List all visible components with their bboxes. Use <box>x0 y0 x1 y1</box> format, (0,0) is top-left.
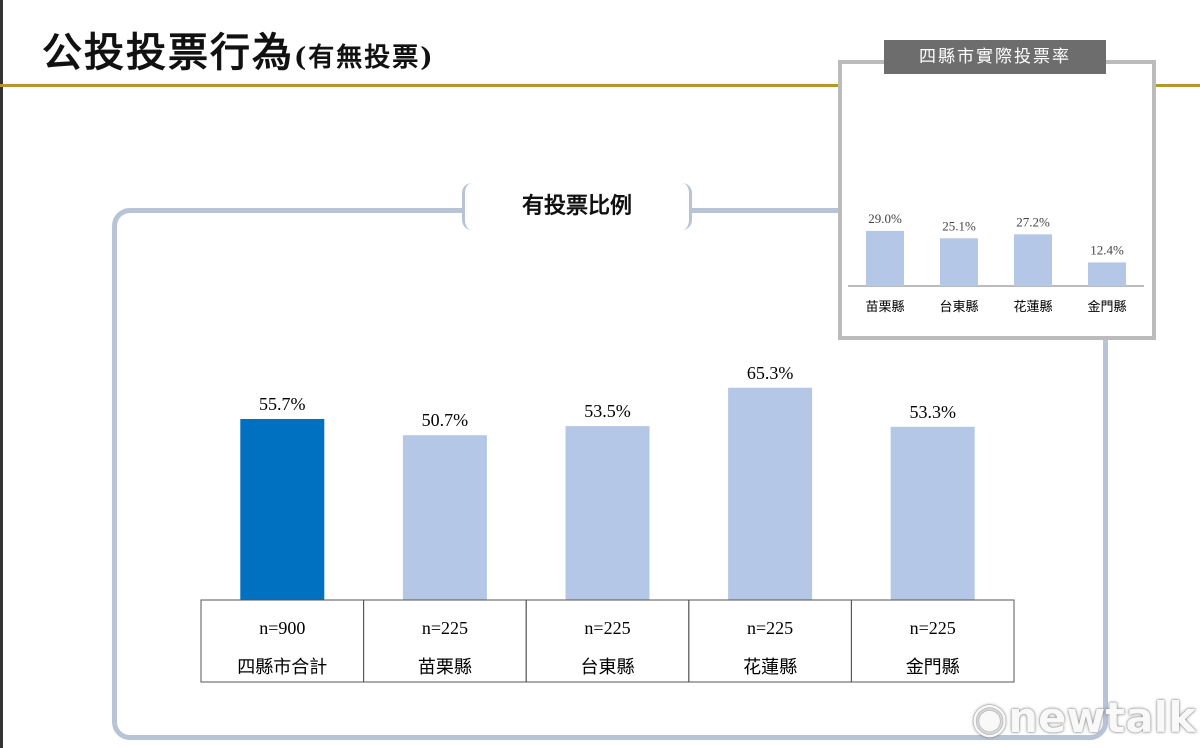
data-label: 55.7% <box>259 394 306 414</box>
bar <box>940 238 978 286</box>
sample-size: n=900 <box>259 618 305 638</box>
inset-chart-frame <box>838 60 1156 340</box>
category-label: 台東縣 <box>939 299 978 315</box>
bar <box>866 230 904 286</box>
category-label: 苗栗縣 <box>865 300 904 315</box>
bar <box>240 418 325 600</box>
inset-chart-title: 四縣市實際投票率 <box>884 40 1106 74</box>
newtalk-logo: ◉newtalk <box>971 692 1196 744</box>
page-title: 公投投票行為(有無投票) <box>42 20 435 78</box>
data-label: 25.1% <box>942 218 976 233</box>
logo-icon: ◉ <box>971 693 1009 742</box>
data-label: 65.3% <box>747 363 794 383</box>
category-label: 金門縣 <box>1087 299 1126 315</box>
page-border <box>0 0 3 748</box>
bar <box>890 426 975 600</box>
category-label: 花蓮縣 <box>1013 299 1052 315</box>
category-label: 花蓮縣 <box>743 657 797 678</box>
sample-size: n=225 <box>422 618 468 638</box>
table-cell <box>850 599 1015 683</box>
logo-text: newtalk <box>1008 693 1196 742</box>
bar <box>728 387 813 600</box>
data-label: 53.5% <box>584 401 631 421</box>
main-chart-title: 有投票比例 <box>462 183 692 230</box>
bar <box>565 426 650 600</box>
sample-size: n=225 <box>584 618 630 638</box>
bar <box>402 435 487 600</box>
data-label: 29.0% <box>868 211 902 226</box>
category-label: 金門縣 <box>906 657 960 678</box>
bar <box>1014 234 1052 286</box>
data-label: 27.2% <box>1016 214 1050 229</box>
gold-divider <box>0 84 1200 87</box>
data-label: 53.3% <box>909 402 956 422</box>
data-label: 12.4% <box>1090 242 1124 257</box>
category-label: 四縣市合計 <box>237 657 327 678</box>
subtitle-text: (有無投票) <box>294 43 435 73</box>
bar <box>1088 262 1126 286</box>
category-label: 台東縣 <box>581 657 635 678</box>
title-text: 公投投票行為 <box>42 29 294 76</box>
sample-size: n=225 <box>910 618 956 638</box>
sample-size: n=225 <box>747 618 793 638</box>
category-label: 苗栗縣 <box>418 657 472 678</box>
data-label: 50.7% <box>422 410 469 430</box>
